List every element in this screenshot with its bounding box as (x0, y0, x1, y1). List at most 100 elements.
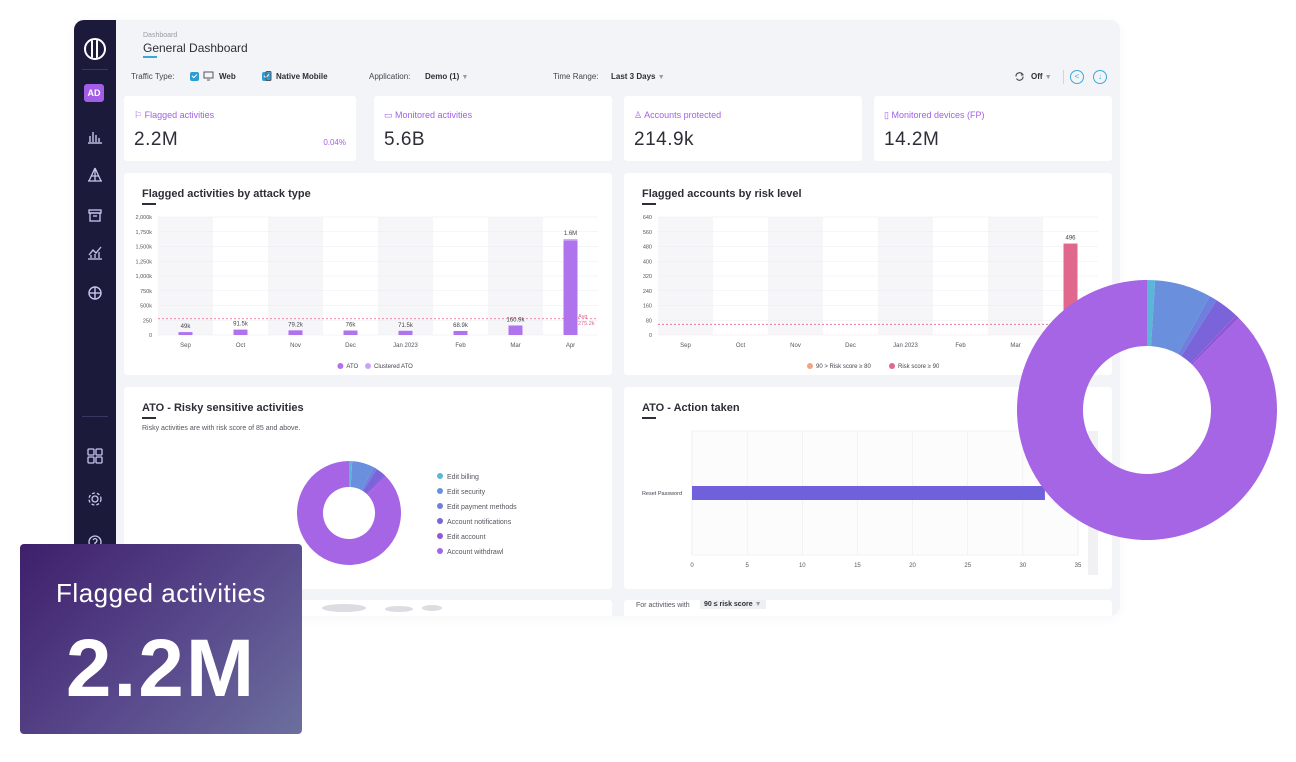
y-tick-label: 400 (643, 259, 652, 265)
y-tick-label: 500k (140, 304, 152, 310)
x-tick-label: 15 (854, 563, 861, 569)
kpi-label: ⚐ Flagged activities (134, 110, 214, 121)
sidebar-divider (82, 69, 108, 70)
x-tick-label: Sep (680, 343, 691, 349)
legend-label: Risk score ≥ 90 (898, 364, 940, 370)
y-tick-label: 0 (149, 333, 152, 339)
donut-slice (1147, 280, 1156, 347)
x-tick-label: Oct (736, 343, 746, 349)
network-icon[interactable] (85, 165, 105, 185)
risk-score-select[interactable]: 90 ≤ risk score ▼ (700, 600, 766, 609)
legend-label: Edit account (447, 534, 486, 541)
data-label: 496 (1065, 236, 1076, 242)
legend-item[interactable]: Account withdrawl (437, 548, 503, 556)
bar-chart-icon[interactable] (85, 127, 105, 147)
card-title: Flagged accounts by risk level (642, 188, 802, 200)
traffic-type-label: Traffic Type: (131, 72, 175, 81)
attack-type-chart: 0 250 500k 750k 1,000k 1,250k 1,500k 1,750k 2,00… (135, 215, 598, 370)
refresh-select[interactable]: Off ▼ (1031, 72, 1052, 81)
y-tick-label: 750k (140, 289, 152, 295)
for-activities-label: For activities with (636, 602, 690, 609)
chevron-down-icon: ▼ (754, 601, 762, 608)
y-tick-label: 1,500k (135, 245, 152, 251)
y-tick-label: 0 (649, 333, 652, 339)
risk-filter-card: For activities with 90 ≤ risk score ▼ (624, 600, 1112, 616)
user-icon: ♙ (634, 110, 643, 120)
y-tick-label: 240 (643, 289, 652, 295)
application-select[interactable]: Demo (1) ▼ (425, 72, 468, 81)
bar (343, 330, 358, 335)
donut-slice (366, 475, 386, 495)
legend-label: Edit payment methods (447, 504, 517, 511)
chevron-down-icon: ▼ (1044, 74, 1052, 81)
native-mobile-checkbox[interactable] (262, 72, 272, 81)
x-tick-label: Feb (455, 343, 466, 349)
y-tick-label: 320 (643, 274, 652, 280)
dashboard-window: AD Dashboard General Dashboard (74, 20, 1120, 616)
kpi-percentage: 0.04% (323, 138, 346, 147)
risk-score-value: 90 ≤ risk score (704, 601, 753, 608)
web-label[interactable]: Web (219, 72, 236, 81)
breadcrumb[interactable]: Dashboard (143, 32, 178, 39)
kpi-value: 5.6B (384, 129, 426, 150)
chevron-down-icon: ▼ (657, 74, 665, 81)
legend-item[interactable]: Account notifications (437, 518, 511, 526)
bar (288, 330, 303, 335)
avatar[interactable]: AD (84, 84, 104, 102)
x-tick-label: 5 (745, 563, 749, 569)
legend-label: Clustered ATO (374, 364, 413, 370)
card-title-underline (642, 417, 656, 419)
flag-icon: ⚐ (134, 110, 143, 120)
sidebar: AD (74, 20, 116, 616)
legend-item[interactable]: Edit payment methods (437, 503, 517, 511)
refresh-value: Off (1031, 72, 1043, 81)
monitor-icon (203, 71, 214, 83)
flagged-activities-overlay: Flagged activities 2.2M (20, 544, 302, 734)
gear-icon[interactable] (85, 489, 105, 509)
legend-item[interactable]: Edit account (437, 533, 486, 541)
kpi-label: ▯ Monitored devices (FP) (884, 110, 985, 121)
y-tick-label: 1,750k (135, 230, 152, 236)
kpi-card-monitored[interactable]: ▭ Monitored activities 5.6B (374, 96, 612, 161)
bar (563, 239, 578, 241)
legend-item[interactable]: Edit security (437, 488, 485, 496)
card-title: ATO - Action taken (642, 402, 740, 414)
donut-slice (362, 469, 385, 495)
y-tick-label: 1,000k (135, 274, 152, 280)
legend-item[interactable]: Edit billing (437, 473, 479, 481)
share-icon[interactable]: < (1070, 70, 1084, 84)
y-tick-label: 250 (143, 318, 152, 324)
data-label: 91.5k (233, 322, 249, 328)
donut-slice (1017, 280, 1277, 540)
legend-dot (437, 503, 443, 509)
y-tick-label: 480 (643, 245, 652, 251)
y-tick-label: 560 (643, 230, 652, 236)
x-tick-label: Jan 2023 (893, 343, 918, 349)
x-tick-label: Mar (510, 343, 520, 349)
logo-icon[interactable] (84, 38, 106, 60)
x-tick-label: Mar (1010, 343, 1020, 349)
kpi-card-flagged[interactable]: ⚐ Flagged activities 2.2M 0.04% (124, 96, 356, 161)
shield-icon[interactable] (85, 283, 105, 303)
y-tick-label: 80 (646, 318, 652, 324)
refresh-icon[interactable] (1014, 71, 1025, 84)
analytics-icon[interactable] (85, 243, 105, 263)
legend-dot (889, 363, 895, 369)
kpi-card-accounts[interactable]: ♙ Accounts protected 214.9k (624, 96, 862, 161)
kpi-card-devices[interactable]: ▯ Monitored devices (FP) 14.2M (874, 96, 1112, 161)
x-tick-label: 25 (964, 563, 971, 569)
y-tick-label: 2,000k (135, 215, 152, 221)
donut-slice (1151, 280, 1210, 354)
donut-slice (350, 461, 375, 491)
web-checkbox[interactable] (190, 72, 199, 81)
kpi-label-text: Accounts protected (644, 110, 722, 120)
bar (178, 332, 193, 335)
risk-level-chart: 0 80 160 240 320 400 480 560 640 Sep Oct Nov Dec Jan … (643, 215, 1098, 370)
data-label: 1.6M (564, 231, 577, 237)
download-icon[interactable]: ↓ (1093, 70, 1107, 84)
archive-icon[interactable] (85, 205, 105, 225)
time-range-select[interactable]: Last 3 Days ▼ (611, 72, 665, 81)
kpi-value: 14.2M (884, 129, 940, 150)
grid-icon[interactable] (85, 446, 105, 466)
native-mobile-label[interactable]: Native Mobile (276, 72, 328, 81)
